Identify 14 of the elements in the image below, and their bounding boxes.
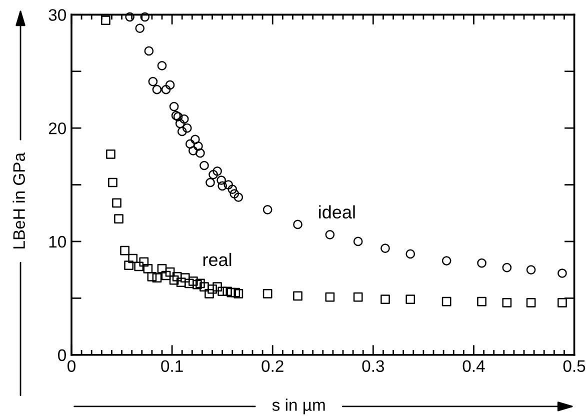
- x-tick-label: 0: [68, 360, 76, 372]
- annotation: real: [203, 252, 232, 266]
- y-axis-title: LBeH in GPa: [12, 152, 25, 248]
- x-tick-label: 0.5: [563, 360, 586, 372]
- x-axis-title: s in µm: [272, 398, 325, 414]
- x-tick-label: 0.1: [161, 360, 183, 372]
- y-tick-label: 20: [48, 122, 66, 134]
- y-tick-label: 10: [49, 236, 66, 248]
- x-tick-label: 0.3: [362, 360, 384, 372]
- x-tick-label: 0.2: [262, 360, 284, 372]
- y-tick-label: 0: [58, 349, 66, 362]
- annotation: ideal: [319, 205, 355, 219]
- x-tick-label: 0.4: [462, 360, 485, 372]
- y-tick-label: 30: [48, 9, 66, 21]
